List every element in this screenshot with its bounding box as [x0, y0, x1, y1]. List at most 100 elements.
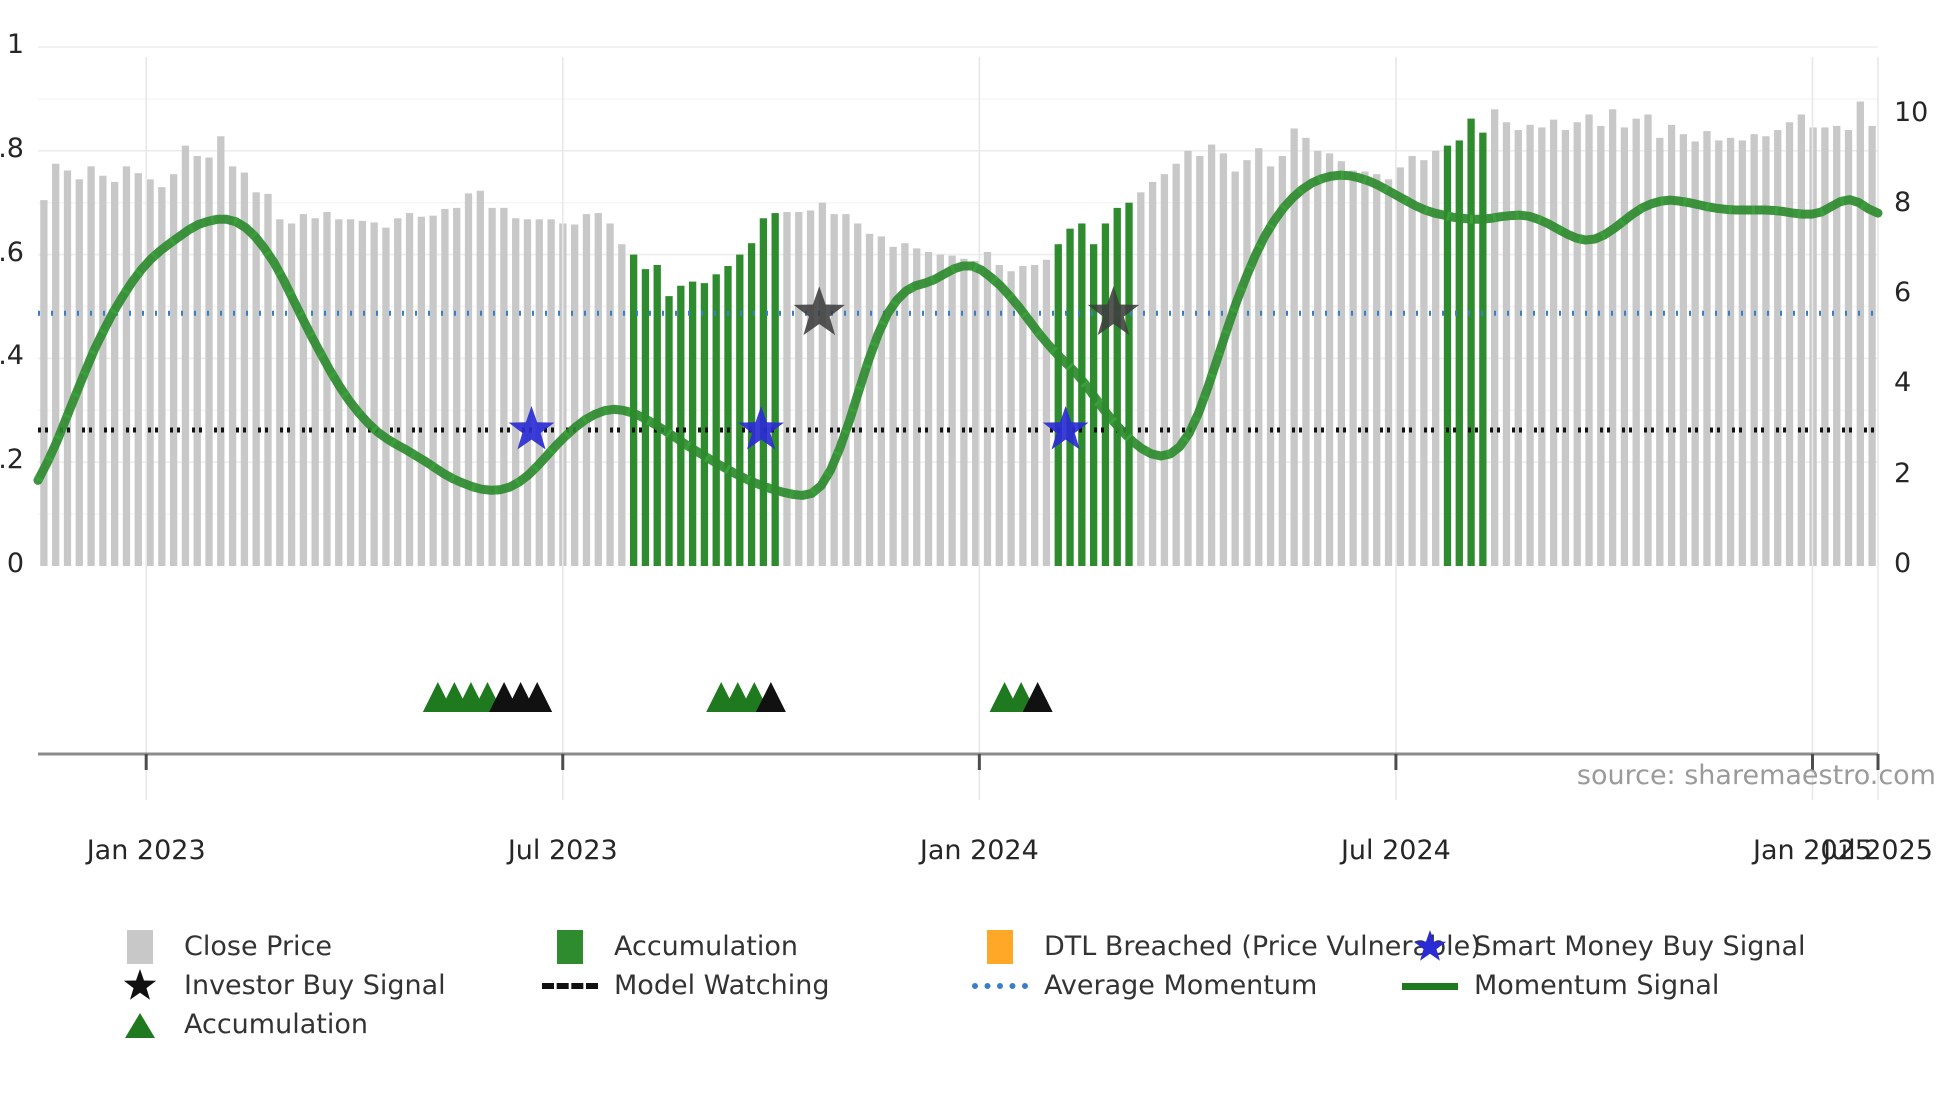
accumulation-bar — [759, 218, 768, 566]
accumulation-bar — [1113, 207, 1121, 566]
close-price-bar — [1821, 127, 1829, 566]
close-price-bar — [1314, 150, 1322, 567]
close-price-bar — [1585, 114, 1593, 566]
legend-swatch-solid-line — [1402, 982, 1458, 990]
x-axis-tick-label: Jan 2023 — [86, 835, 206, 866]
legend-label: Investor Buy Signal — [184, 970, 446, 1001]
accumulation-bar — [1089, 244, 1098, 566]
legend-average-momentum[interactable]: Average Momentum — [968, 967, 1317, 1005]
close-price-bar — [323, 212, 331, 567]
legend-label: Model Watching — [614, 970, 830, 1001]
close-price-bar — [913, 248, 921, 566]
close-price-bar — [865, 233, 874, 566]
x-axis-tick-label: Jan 2025 — [1753, 835, 1872, 866]
legend-swatch-square — [557, 930, 583, 964]
accumulation-triangle-marker — [1022, 682, 1053, 712]
left-axis-tick-label: 0.8 — [0, 132, 24, 164]
right-axis-tick-label: 2 — [1894, 457, 1912, 489]
accumulation-bar — [1455, 140, 1463, 567]
accumulation-bar — [1467, 118, 1475, 567]
close-price-bar — [1007, 271, 1015, 566]
close-price-bar — [1231, 171, 1239, 566]
close-price-bar — [1514, 130, 1522, 567]
close-price-bar — [877, 236, 885, 566]
legend-label: Accumulation — [184, 1009, 368, 1040]
legend-key-square — [108, 930, 172, 964]
close-price-bar — [1408, 155, 1416, 567]
close-price-bar — [169, 174, 178, 566]
x-axis-tick-label: Jul 2025 — [1823, 835, 1933, 866]
close-price-bar — [1042, 259, 1051, 566]
close-price-bar — [1337, 161, 1345, 566]
legend-swatch-square — [987, 930, 1013, 964]
close-price-bar — [1526, 124, 1534, 566]
investor-buy-signal-marker — [1087, 286, 1140, 336]
accumulation-bar — [747, 243, 756, 566]
close-price-bar — [1031, 264, 1039, 566]
close-price-bar — [1137, 192, 1145, 566]
close-price-bar — [1349, 170, 1357, 566]
close-price-bar — [111, 181, 119, 566]
legend-key-star — [1398, 930, 1462, 964]
close-price-bar — [276, 219, 284, 566]
close-price-bar — [1797, 114, 1805, 566]
close-price-bar — [936, 254, 944, 566]
right-axis-tick-label: 4 — [1894, 367, 1912, 399]
close-price-bar — [1172, 163, 1180, 566]
chart-legend: Close Price Accumulation DTL Breached (Pri… — [108, 928, 1908, 1045]
legend-dtl-breached[interactable]: DTL Breached (Price Vulnerable) — [968, 928, 1481, 966]
legend-swatch-square — [127, 930, 153, 964]
close-price-bar — [1632, 118, 1640, 567]
close-price-bar — [618, 244, 626, 566]
legend-key-square — [968, 930, 1032, 964]
close-price-bar — [1502, 122, 1511, 566]
close-price-bar — [476, 190, 484, 566]
left-axis-tick-label: 0.2 — [0, 444, 24, 476]
close-price-bar — [358, 220, 367, 566]
legend-close-price[interactable]: Close Price — [108, 928, 332, 966]
close-price-bar — [181, 145, 190, 567]
legend-accumulation-bar[interactable]: Accumulation — [538, 928, 798, 966]
accumulation-triangle-marker — [522, 682, 553, 712]
close-price-bar — [370, 222, 378, 567]
legend-momentum-signal[interactable]: Momentum Signal — [1398, 967, 1719, 1005]
close-price-bar — [842, 214, 850, 566]
close-price-bar — [901, 243, 909, 566]
accumulation-bar — [677, 285, 685, 566]
close-price-bar — [1833, 125, 1841, 566]
accumulation-bar — [724, 266, 732, 566]
close-price-bar — [830, 214, 838, 566]
close-price-bar — [122, 166, 131, 566]
legend-key-dot — [968, 969, 1032, 1003]
close-price-bar — [606, 223, 614, 566]
close-price-bar — [1738, 140, 1747, 567]
legend-accumulation-triangle[interactable]: Accumulation — [108, 1006, 368, 1044]
close-price-bar — [264, 193, 272, 566]
legend-smart-money[interactable]: Smart Money Buy Signal — [1398, 928, 1806, 966]
legend-swatch-dashed-line — [542, 983, 598, 989]
close-price-bar — [52, 163, 60, 566]
legend-key-line — [1398, 969, 1462, 1003]
close-price-bar — [99, 175, 107, 566]
close-price-bar — [346, 219, 355, 566]
legend-model-watching[interactable]: Model Watching — [538, 967, 829, 1005]
legend-row: Close Price Accumulation DTL Breached (Pri… — [108, 928, 1908, 966]
close-price-bar — [417, 216, 425, 566]
legend-investor-buy[interactable]: Investor Buy Signal — [108, 967, 446, 1005]
close-price-bar — [535, 219, 543, 566]
close-price-bar — [1384, 179, 1393, 566]
legend-row: Accumulation — [108, 1006, 1908, 1044]
close-price-bar — [1325, 153, 1334, 566]
close-price-bar — [983, 252, 992, 566]
close-price-bar — [158, 187, 166, 566]
accumulation-bar — [653, 264, 661, 566]
x-axis-tick-label: Jul 2024 — [1340, 835, 1451, 866]
close-price-bar — [1538, 127, 1546, 566]
smart-money-buy-signal-marker — [508, 406, 555, 450]
close-price-bar — [1667, 124, 1676, 566]
close-price-bar — [1278, 155, 1287, 567]
close-price-bar — [1361, 171, 1369, 566]
close-price-bar — [40, 200, 48, 567]
close-price-bar — [1608, 109, 1617, 566]
